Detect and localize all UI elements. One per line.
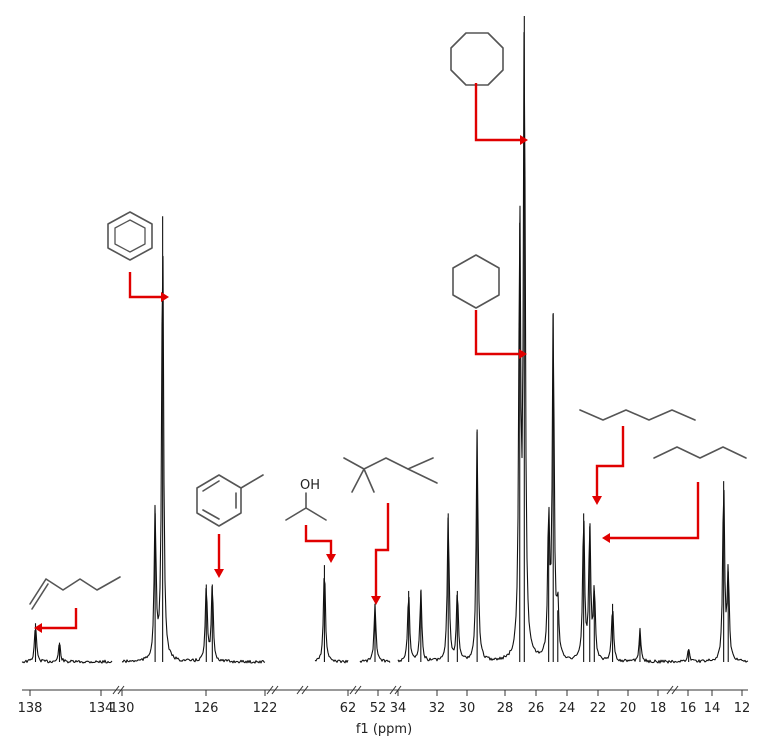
axis-break-mark xyxy=(266,685,274,695)
arrow-isooctane xyxy=(374,503,390,597)
axis-break-mark xyxy=(354,685,362,695)
x-tick-label: 30 xyxy=(459,701,476,716)
axis-break-mark xyxy=(301,685,309,695)
x-tick-label: 14 xyxy=(704,701,721,716)
x-tick-label: 18 xyxy=(650,701,667,716)
isopropanol-structure: OH xyxy=(285,478,327,521)
arrow-cyclooctane xyxy=(474,83,521,142)
arrow-isopropanol xyxy=(304,525,333,556)
axis-break-mark xyxy=(349,685,357,695)
x-tick-label: 12 xyxy=(734,701,751,716)
spectrum-trace xyxy=(21,16,749,664)
x-tick-label: 16 xyxy=(680,701,697,716)
x-tick-label: 52 xyxy=(370,701,387,716)
x-tick-label: 24 xyxy=(559,701,576,716)
hexene-structure xyxy=(29,576,121,610)
axis-breaks xyxy=(112,685,679,695)
x-tick-label: 26 xyxy=(528,701,545,716)
toluene-structure xyxy=(196,474,264,527)
x-tick-label: 34 xyxy=(390,701,407,716)
arrow-benzene xyxy=(128,272,162,299)
arrow-pentane xyxy=(609,482,700,540)
arrow-cyclohexane xyxy=(474,310,520,356)
spectrum-segment xyxy=(121,255,266,664)
x-tick-label: 20 xyxy=(620,701,637,716)
spectrum-segment xyxy=(21,629,113,664)
oh-label: OH xyxy=(300,478,320,493)
x-tick-label: 130 xyxy=(110,701,135,716)
x-tick-label: 62 xyxy=(340,701,357,716)
axis-break-mark xyxy=(112,685,120,695)
x-tick-label: 28 xyxy=(497,701,514,716)
pentane-structure xyxy=(653,446,747,459)
annotation-arrows xyxy=(34,83,700,633)
spectrum-segment xyxy=(397,31,749,664)
axis-break-mark xyxy=(389,685,397,695)
x-tick-label: 22 xyxy=(590,701,607,716)
axis-break-mark xyxy=(666,685,674,695)
spectrum-segment xyxy=(314,578,349,664)
x-tick-label: 122 xyxy=(253,701,278,716)
axis-break-mark xyxy=(296,685,304,695)
x-tick-label: 138 xyxy=(18,701,43,716)
axis-break-mark xyxy=(394,685,402,695)
axis-break-mark xyxy=(117,685,125,695)
arrow-hexene xyxy=(40,608,78,630)
x-tick-label: 134 xyxy=(89,701,114,716)
cyclooctane-structure xyxy=(450,32,504,86)
isooctane-structure xyxy=(343,457,438,493)
x-axis-title: f1 (ppm) xyxy=(356,722,412,737)
cyclohexane-structure xyxy=(452,254,500,309)
benzene-structure xyxy=(107,211,153,261)
axis-break-mark xyxy=(271,685,279,695)
x-tick-label: 126 xyxy=(194,701,219,716)
arrow-hexane xyxy=(595,426,625,497)
hexane-structure xyxy=(579,409,696,421)
x-tick-label: 32 xyxy=(429,701,446,716)
axis-break-mark xyxy=(671,685,679,695)
